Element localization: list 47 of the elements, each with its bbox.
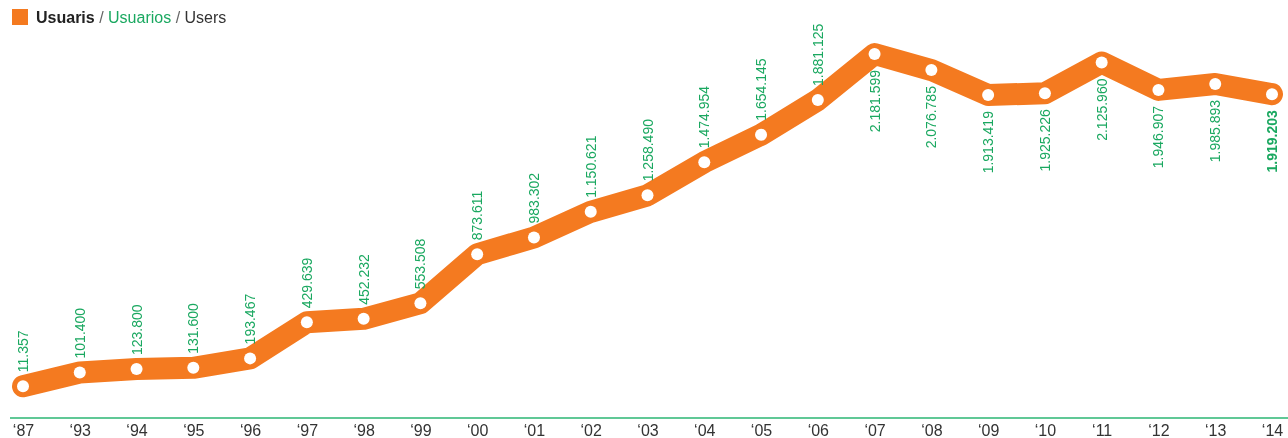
data-label: 1.946.907 bbox=[1150, 105, 1167, 169]
x-tick-label: ‘07 bbox=[864, 422, 886, 438]
data-label: 1.919.203 bbox=[1264, 109, 1280, 173]
data-label: 553.508 bbox=[412, 238, 429, 290]
x-tick-label: ‘97 bbox=[296, 422, 319, 438]
x-tick-label: ‘93 bbox=[69, 422, 92, 438]
x-tick-label: ‘96 bbox=[239, 422, 262, 438]
x-tick-label: ‘01 bbox=[523, 422, 546, 438]
data-label: 2.076.785 bbox=[923, 85, 940, 149]
data-label: 983.302 bbox=[525, 172, 542, 224]
data-label: 1.881.125 bbox=[809, 23, 826, 86]
x-tick-label: ‘98 bbox=[353, 422, 375, 438]
x-tick-label: ‘94 bbox=[126, 422, 148, 438]
x-tick-label: ‘00 bbox=[467, 422, 489, 438]
x-tick-label: ‘13 bbox=[1205, 422, 1227, 438]
x-tick-label: ‘04 bbox=[694, 422, 716, 438]
x-tick-label: ‘87 bbox=[12, 422, 35, 438]
x-tick-label: ‘08 bbox=[921, 422, 943, 438]
data-label: 193.467 bbox=[242, 293, 259, 345]
data-label: 1.258.490 bbox=[639, 118, 656, 182]
data-label: 1.925.226 bbox=[1036, 109, 1053, 172]
data-label: 1.913.419 bbox=[980, 110, 997, 174]
data-label: 131.600 bbox=[185, 303, 202, 354]
data-label: 1.150.621 bbox=[582, 135, 599, 198]
x-tick-label: ‘14 bbox=[1261, 422, 1284, 438]
data-label: 1.474.954 bbox=[696, 85, 713, 149]
data-label: 123.800 bbox=[128, 304, 145, 356]
x-tick-label: ‘12 bbox=[1148, 422, 1170, 438]
data-label: 1.654.145 bbox=[753, 58, 770, 121]
x-tick-label: ‘11 bbox=[1092, 422, 1113, 438]
data-label: 2.181.599 bbox=[866, 69, 883, 133]
x-tick-label: ‘95 bbox=[183, 422, 205, 438]
legend-label: Usuaris / Usuarios / Users bbox=[36, 9, 227, 26]
data-label: 11.357 bbox=[15, 330, 31, 373]
data-label: 2.125.960 bbox=[1093, 78, 1110, 141]
x-tick-label: ‘05 bbox=[750, 422, 773, 438]
x-tick-label: ‘03 bbox=[637, 422, 659, 438]
data-label: 1.985.893 bbox=[1207, 99, 1224, 163]
x-tick-label: ‘02 bbox=[580, 422, 602, 438]
x-tick-label: ‘10 bbox=[1034, 422, 1057, 438]
x-tick-label: ‘06 bbox=[807, 422, 830, 438]
data-label: 101.400 bbox=[71, 307, 88, 359]
x-tick-label: ‘09 bbox=[977, 422, 1000, 438]
data-label: 873.611 bbox=[469, 190, 486, 241]
x-tick-label: ‘99 bbox=[410, 422, 432, 438]
data-label: 452.232 bbox=[355, 253, 372, 305]
data-label: 429.639 bbox=[298, 257, 315, 309]
